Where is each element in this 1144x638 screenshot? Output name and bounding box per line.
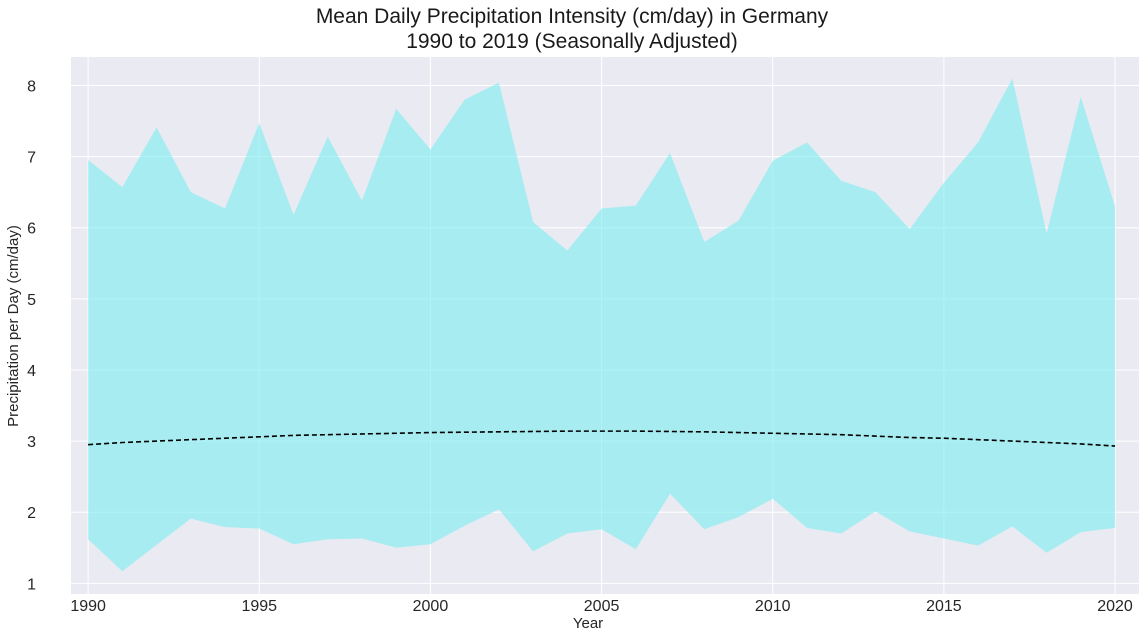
chart-title-line1: Mean Daily Precipitation Intensity (cm/d… [315, 5, 829, 28]
x-tick-label: 2015 [926, 598, 962, 615]
y-tick-label: 1 [27, 576, 36, 593]
precipitation-band [88, 78, 1116, 572]
x-axis-ticks: 1990 1995 2000 2005 2010 2015 2020 [70, 598, 1133, 615]
chart-title-line2: 1990 to 2019 (Seasonally Adjusted) [406, 30, 738, 53]
y-tick-label: 5 [27, 292, 36, 309]
y-tick-label: 2 [27, 505, 36, 522]
x-tick-label: 2010 [755, 598, 791, 615]
chart-title: Mean Daily Precipitation Intensity (cm/d… [0, 4, 1144, 54]
y-tick-label: 4 [27, 363, 36, 380]
x-tick-label: 2000 [413, 598, 449, 615]
x-tick-label: 2020 [1097, 598, 1133, 615]
y-tick-label: 7 [27, 150, 36, 167]
y-tick-label: 3 [27, 434, 36, 451]
precipitation-range-area [88, 78, 1116, 572]
y-axis-ticks: 1 2 3 4 5 6 7 8 [27, 78, 36, 593]
y-tick-label: 8 [27, 78, 36, 95]
x-tick-label: 1990 [70, 598, 106, 615]
x-axis-label: Year [573, 615, 603, 632]
y-tick-label: 6 [27, 221, 36, 238]
x-tick-label: 1995 [241, 598, 277, 615]
y-axis-label: Precipitation per Day (cm/day) [5, 225, 22, 427]
trend-line-group [88, 430, 1116, 447]
x-tick-label: 2005 [584, 598, 620, 615]
trend-line [88, 430, 1116, 447]
